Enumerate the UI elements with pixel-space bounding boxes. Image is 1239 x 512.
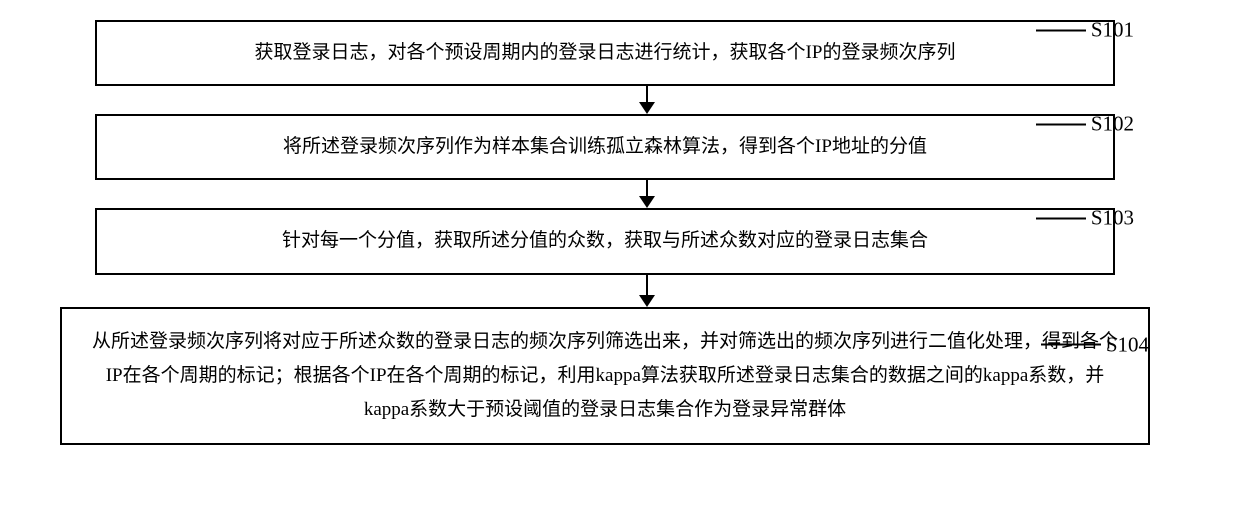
arrow-head-2 [639,196,655,208]
step-box-1: 获取登录日志，对各个预设周期内的登录日志进行统计，获取各个IP的登录频次序列 [95,20,1115,86]
step-row-4: 从所述登录频次序列将对应于所述众数的登录日志的频次序列筛选出来，并对筛选出的频次… [40,307,1199,446]
label-connector-2: S102 [1036,112,1134,137]
arrow-line-2 [646,180,648,196]
step-text-1: 获取登录日志，对各个预设周期内的登录日志进行统计，获取各个IP的登录频次序列 [255,36,956,70]
step-box-2: 将所述登录频次序列作为样本集合训练孤立森林算法，得到各个IP地址的分值 [95,114,1115,180]
label-connector-1: S101 [1036,18,1134,43]
step-text-2: 将所述登录频次序列作为样本集合训练孤立森林算法，得到各个IP地址的分值 [283,130,927,164]
arrow-connector-3 [40,275,1199,307]
step-text-3: 针对每一个分值，获取所述分值的众数，获取与所述众数对应的登录日志集合 [282,224,928,258]
label-connector-4: S104 [1041,332,1149,357]
step-box-3: 针对每一个分值，获取所述分值的众数，获取与所述众数对应的登录日志集合 [95,208,1115,274]
step-label-1: S101 [1091,18,1134,43]
arrow-head-3 [639,295,655,307]
step-row-3: 针对每一个分值，获取所述分值的众数，获取与所述众数对应的登录日志集合 S103 [40,208,1199,274]
flowchart-container: 获取登录日志，对各个预设周期内的登录日志进行统计，获取各个IP的登录频次序列 S… [40,20,1199,445]
arrow-1 [137,86,1157,114]
step-row-2: 将所述登录频次序列作为样本集合训练孤立森林算法，得到各个IP地址的分值 S102 [40,114,1199,180]
arrow-connector-1 [40,86,1199,114]
label-line-4 [1041,344,1101,346]
label-line-1 [1036,29,1086,31]
step-label-3: S103 [1091,206,1134,231]
arrow-line-1 [646,86,648,102]
label-line-2 [1036,123,1086,125]
arrow-connector-2 [40,180,1199,208]
label-connector-3: S103 [1036,206,1134,231]
arrow-3 [137,275,1157,307]
step-box-4: 从所述登录频次序列将对应于所述众数的登录日志的频次序列筛选出来，并对筛选出的频次… [60,307,1150,446]
label-line-3 [1036,217,1086,219]
step-row-1: 获取登录日志，对各个预设周期内的登录日志进行统计，获取各个IP的登录频次序列 S… [40,20,1199,86]
step-text-4: 从所述登录频次序列将对应于所述众数的登录日志的频次序列筛选出来，并对筛选出的频次… [90,325,1120,428]
arrow-line-3 [646,275,648,295]
step-label-2: S102 [1091,112,1134,137]
arrow-head-1 [639,102,655,114]
step-label-4: S104 [1106,332,1149,357]
arrow-2 [137,180,1157,208]
